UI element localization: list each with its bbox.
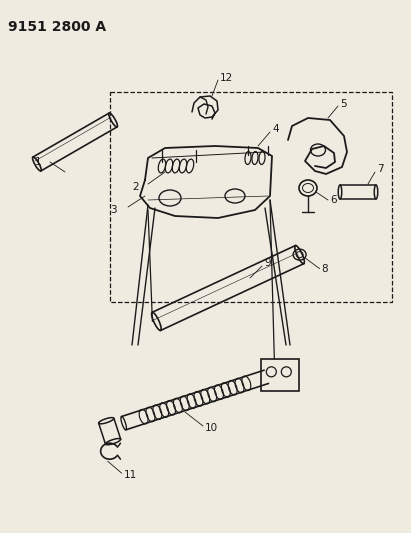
Text: 12: 12 — [220, 73, 233, 83]
Text: 4: 4 — [272, 124, 279, 134]
Text: 11: 11 — [124, 470, 137, 480]
Bar — [261, 359, 299, 391]
Text: 8: 8 — [321, 264, 328, 273]
Text: 9151 2800 A: 9151 2800 A — [8, 20, 106, 34]
Text: 5: 5 — [340, 99, 346, 109]
Text: 6: 6 — [330, 195, 337, 205]
Text: 3: 3 — [110, 205, 117, 215]
Text: 10: 10 — [205, 423, 218, 433]
Text: 9: 9 — [264, 258, 270, 268]
Text: 7: 7 — [377, 164, 383, 174]
Text: 2: 2 — [132, 182, 139, 192]
Text: 1: 1 — [35, 157, 42, 167]
Bar — [110, 92, 392, 302]
